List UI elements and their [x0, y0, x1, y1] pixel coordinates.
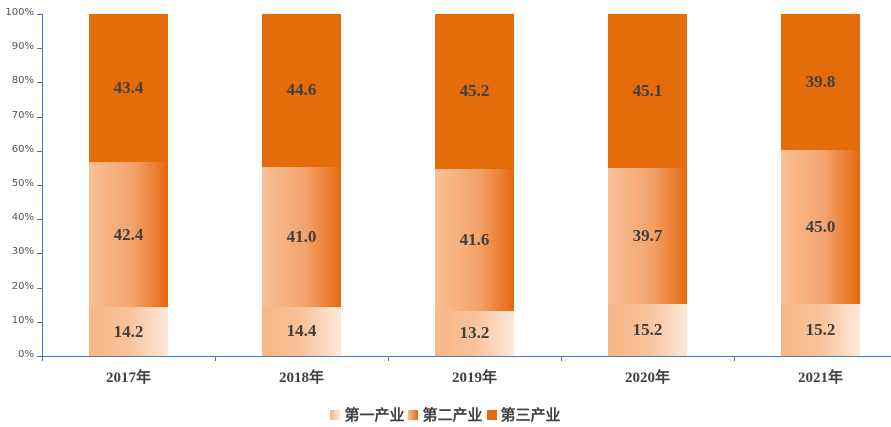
- bar-segment[interactable]: 15.2: [781, 304, 860, 356]
- bar-segment[interactable]: 44.6: [262, 14, 341, 167]
- y-tick-mark: [37, 253, 42, 255]
- y-tick-label: 30%: [11, 246, 34, 258]
- x-tick-label: 2021年: [797, 370, 843, 386]
- y-tick-label: 50%: [11, 178, 34, 189]
- bar-segment[interactable]: 13.2: [435, 310, 514, 356]
- x-tick-label: 2017年: [105, 370, 151, 386]
- y-tick-mark: [37, 14, 42, 15]
- bar-2021年[interactable]: 15.2 45.0 39.8: [781, 14, 860, 356]
- legend-swatch-secondary: [408, 409, 419, 420]
- y-tick-mark: [37, 150, 42, 152]
- bar-2018年[interactable]: 14.4 41.0 44.6: [262, 14, 341, 356]
- y-tick-label: 60%: [11, 143, 34, 155]
- y-axis: [42, 14, 43, 357]
- x-tick-mark: [561, 356, 562, 361]
- x-tick-label: 2018年: [278, 370, 324, 386]
- y-tick-label: 10%: [11, 314, 34, 326]
- x-tick-mark: [42, 356, 43, 361]
- bar-segment[interactable]: 43.4: [89, 14, 168, 163]
- legend-swatch-tertiary: [486, 409, 497, 420]
- x-tick-mark: [215, 356, 216, 361]
- bar-segment[interactable]: 42.4: [89, 162, 168, 308]
- x-tick-mark: [388, 356, 389, 361]
- y-tick-label: 100%: [5, 7, 34, 18]
- bar-segment[interactable]: 45.1: [608, 14, 687, 169]
- legend-item-tertiary[interactable]: 第三产业: [486, 404, 561, 425]
- y-tick-mark: [37, 116, 42, 118]
- bar-segment[interactable]: 45.2: [435, 14, 514, 169]
- y-tick-label: 0%: [18, 349, 34, 360]
- x-tick-label: 2019年: [451, 370, 497, 386]
- legend-label-secondary: 第二产业: [422, 408, 483, 424]
- y-tick-mark: [37, 219, 42, 221]
- y-tick-label: 80%: [11, 75, 34, 87]
- bar-segment[interactable]: 15.2: [608, 304, 687, 356]
- legend-swatch-primary: [330, 409, 341, 420]
- bar-segment[interactable]: 45.0: [781, 150, 860, 305]
- bar-2019年[interactable]: 13.2 41.6 45.2: [435, 14, 514, 356]
- y-tick-mark: [37, 82, 42, 84]
- y-tick-mark: [37, 48, 42, 50]
- x-axis: [42, 356, 891, 357]
- bar-segment[interactable]: 39.7: [608, 168, 687, 305]
- legend-item-primary[interactable]: 第一产业: [330, 404, 404, 425]
- legend: 第一产业 第二产业 第三产业: [0, 404, 891, 425]
- y-tick-mark: [37, 287, 42, 289]
- bar-segment[interactable]: 41.6: [435, 168, 514, 311]
- bar-segment[interactable]: 14.2: [89, 307, 168, 356]
- bar-segment[interactable]: 14.4: [262, 306, 341, 356]
- legend-label-tertiary: 第三产业: [500, 408, 561, 424]
- legend-label-primary: 第一产业: [344, 408, 405, 424]
- x-tick-mark: [734, 356, 735, 361]
- y-tick-mark: [37, 321, 42, 323]
- y-tick-mark: [37, 185, 42, 186]
- bar-2020年[interactable]: 15.2 39.7 45.1: [608, 14, 687, 356]
- bar-segment[interactable]: 41.0: [262, 166, 341, 307]
- y-tick-label: 40%: [11, 212, 34, 224]
- legend-item-secondary[interactable]: 第二产业: [408, 404, 483, 425]
- y-tick-label: 70%: [11, 109, 34, 121]
- y-tick-label: 20%: [11, 280, 34, 292]
- y-tick-mark: [37, 356, 42, 357]
- x-tick-label: 2020年: [624, 370, 670, 386]
- bar-2017年[interactable]: 14.2 42.4 43.4: [89, 14, 168, 356]
- bar-segment[interactable]: 39.8: [781, 14, 860, 151]
- y-tick-label: 90%: [11, 41, 34, 53]
